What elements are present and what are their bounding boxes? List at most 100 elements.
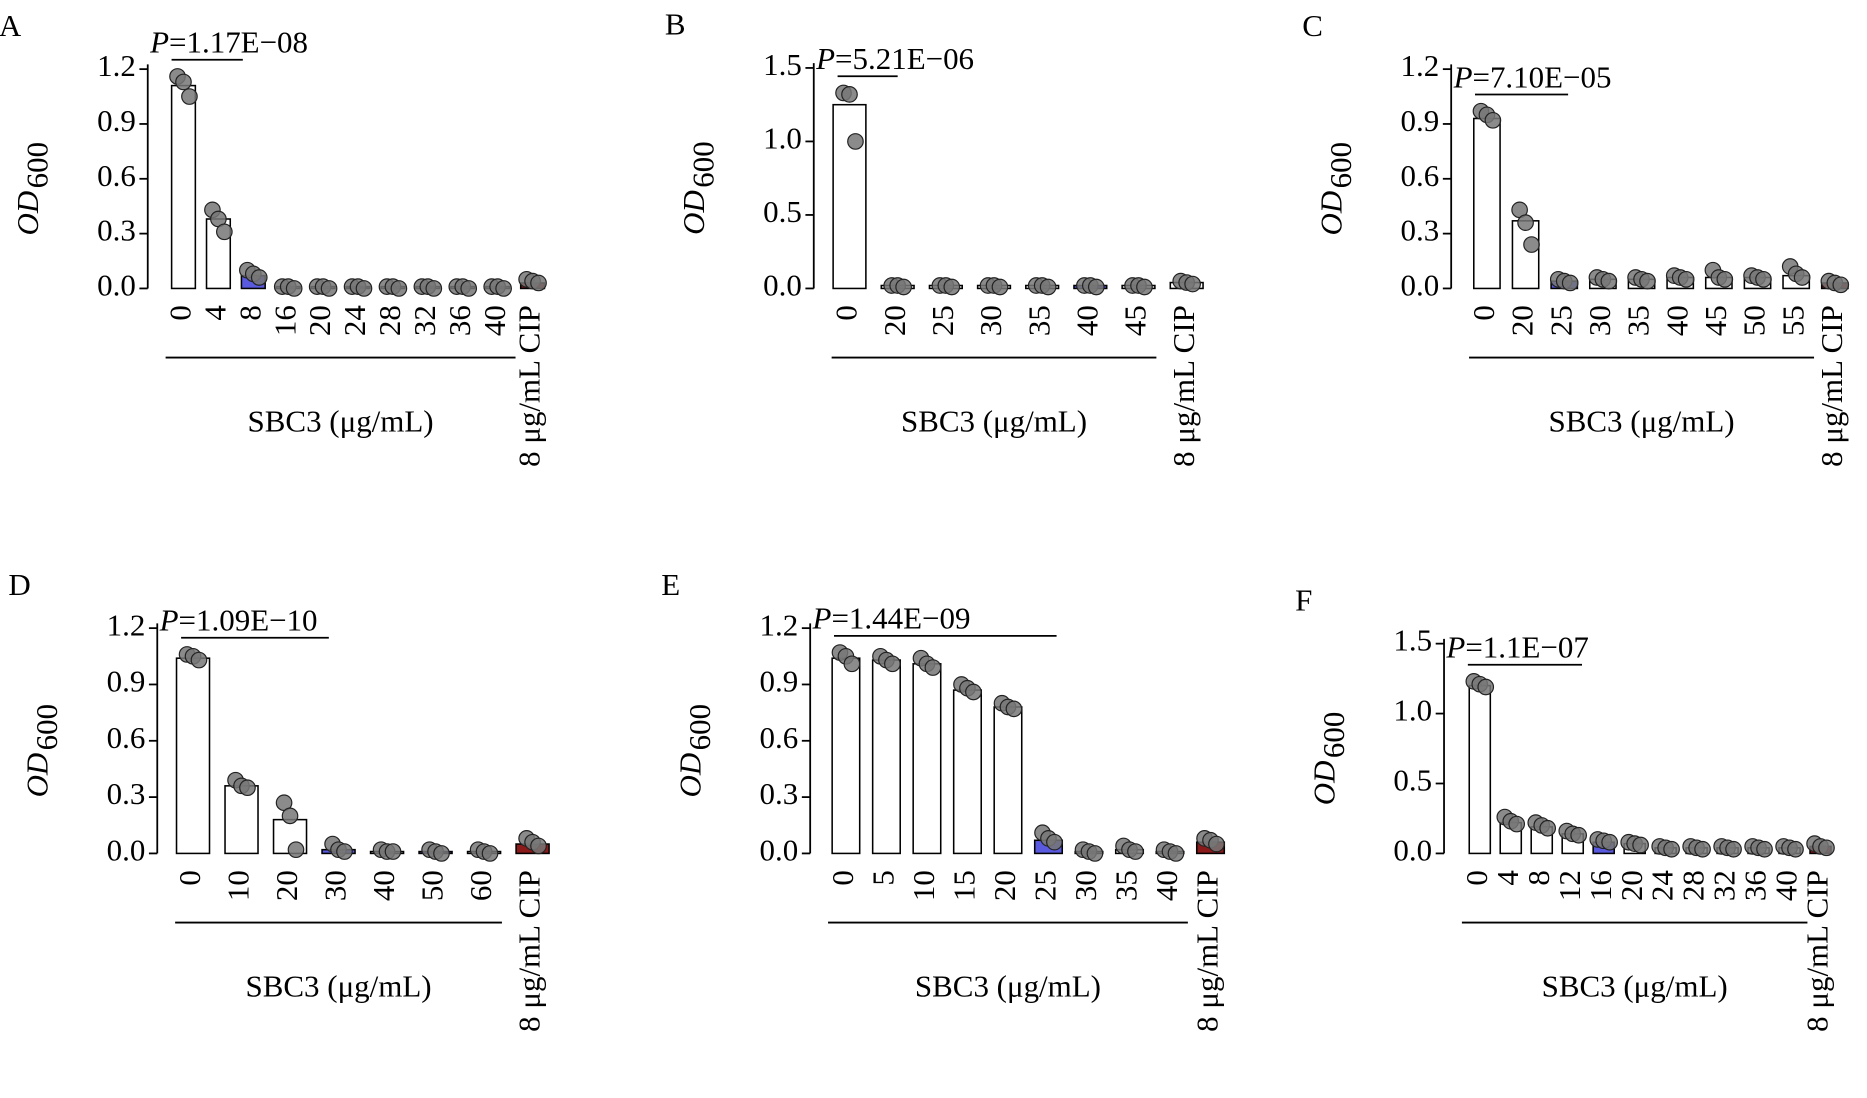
y-tick-label: 0.9 [760,664,799,699]
data-point [924,659,942,676]
x-tick-label: 50 [415,870,450,901]
y-tick-label: 0.9 [97,103,136,138]
data-point [1046,833,1063,851]
data-point [843,655,861,673]
annotation-value: =5.21E−06 [835,41,974,76]
y-label-text: OD [1306,760,1341,805]
x-tick-label: 4 [1490,870,1525,885]
annotation-value: =1.09E−10 [179,603,318,638]
data-point [1570,826,1588,844]
x-tick-label: 0 [1466,305,1501,320]
y-label-sub: 600 [1316,712,1351,758]
data-point [1600,272,1618,290]
x-tick-label: 40 [366,870,401,901]
annotation: P=1.09E−10 [159,603,318,638]
data-point [1818,839,1835,857]
x-tick-label: 8 μg/mL CIP [1190,870,1225,1032]
x-tick-label: 32 [407,305,442,336]
y-label-text: OD [676,190,711,235]
annotation-value: =1.17E−08 [169,25,308,60]
x-tick-label: 8 μg/mL CIP [1800,870,1835,1032]
x-tick-label: 24 [1645,870,1680,901]
data-point [281,807,299,825]
y-tick-label: 0.6 [97,158,136,193]
y-label-text: OD [1314,191,1349,236]
data-point [1087,278,1105,296]
annotation-var: P [1445,630,1465,665]
y-tick-label: 0.3 [97,213,136,248]
y-label-text: OD [10,191,45,236]
data-point [895,278,912,296]
x-tick-label: 16 [1583,870,1618,901]
x-tick-label: 40 [1769,870,1804,901]
panel-label: E [661,567,680,602]
x-tick-label: 8 μg/mL CIP [512,305,547,467]
x-tick-label: 30 [973,305,1008,336]
x-tick-label: 0 [825,870,860,885]
data-point [250,269,268,286]
data-point [1086,845,1104,862]
y-label-sub: 600 [682,704,717,750]
bar [871,659,901,855]
data-point [1787,840,1804,858]
x-tick-label: 20 [1614,870,1649,901]
data-point [1755,270,1772,288]
x-tick-label: 35 [1109,870,1144,901]
x-tick-label: 35 [1621,305,1656,336]
x-tick-label: 4 [198,305,233,320]
y-tick-label: 0.6 [1401,158,1440,193]
data-point [433,845,450,862]
data-point [495,280,512,297]
data-point [1632,836,1649,854]
data-point [1694,840,1711,858]
x-tick-label: 20 [987,870,1022,901]
y-tick-label: 0.9 [1401,103,1440,138]
x-tick-label: 55 [1775,305,1810,336]
data-point [425,280,443,297]
bar [831,657,861,855]
annotation: P=7.10E−05 [1453,59,1612,94]
data-point [1756,840,1773,858]
data-point [1523,236,1540,253]
x-tick-label: 45 [1698,305,1733,336]
y-tick-label: 0.3 [107,776,146,811]
data-point [1561,274,1579,292]
y-tick-label: 1.5 [1393,623,1432,658]
y-tick-label: 0.0 [763,268,802,303]
x-tick-label: 50 [1737,305,1772,336]
bar [912,663,942,855]
x-tick-label: 35 [1021,305,1056,336]
y-label-sub: 600 [1323,142,1358,188]
y-tick-label: 0.0 [760,833,799,868]
x-tick-label: 0 [163,305,198,320]
panel-label: B [665,7,686,42]
bar [1511,220,1540,290]
data-point [847,133,864,150]
y-tick-label: 1.2 [107,607,146,642]
x-tick-label: 20 [269,870,304,901]
y-tick-label: 1.0 [763,121,802,156]
x-tick-label: 25 [1028,870,1063,901]
y-tick-label: 1.5 [763,47,802,82]
bar [224,785,259,855]
x-tick-label: 32 [1707,870,1742,901]
x-tick-label: 30 [318,870,353,901]
x-tick-label: 60 [463,870,498,901]
x-tick-label: 8 μg/mL CIP [512,870,547,1032]
y-tick-label: 0.9 [107,664,146,699]
x-tick-label: 24 [337,305,372,336]
x-tick-label: 0 [1459,870,1494,885]
data-point [943,278,961,296]
x-tick-label: 25 [1543,305,1578,336]
data-point [1136,278,1153,296]
panel-label: D [8,567,30,602]
y-tick-label: 0.3 [760,776,799,811]
x-label: SBC3 (μg/mL) [246,968,432,1003]
y-tick-label: 1.2 [97,48,136,83]
x-label: SBC3 (μg/mL) [1542,968,1728,1003]
y-tick-label: 0.6 [760,720,799,755]
